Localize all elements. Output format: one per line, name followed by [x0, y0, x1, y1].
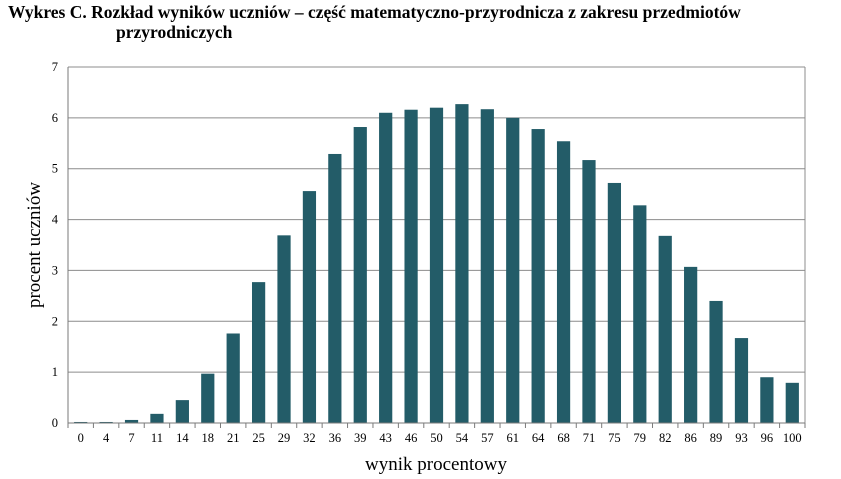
x-tick-label: 54	[456, 431, 469, 445]
x-tick-label: 32	[303, 431, 316, 445]
bar	[709, 300, 723, 423]
bar	[531, 129, 545, 423]
x-tick-label: 36	[329, 431, 342, 445]
x-tick-label: 86	[684, 431, 697, 445]
bar	[277, 235, 291, 423]
x-axis-label: wynik procentowy	[365, 454, 507, 475]
bar	[328, 153, 342, 424]
x-tick-label: 0	[78, 431, 84, 445]
bar	[684, 266, 698, 423]
x-tick-label: 18	[202, 431, 215, 445]
x-tick-label: 39	[354, 431, 367, 445]
x-tick-label: 21	[227, 431, 240, 445]
bar	[734, 338, 749, 423]
bar	[607, 182, 622, 423]
y-tick-label: 3	[52, 263, 58, 277]
bar	[353, 127, 367, 424]
bar	[404, 109, 418, 423]
x-tick-label: 93	[735, 431, 748, 445]
x-tick-label: 50	[430, 431, 443, 445]
x-tick-label: 82	[659, 431, 672, 445]
bar	[74, 421, 88, 423]
bar	[99, 421, 113, 423]
x-tick-label: 64	[532, 431, 545, 445]
x-tick-label: 11	[151, 431, 163, 445]
bar	[124, 419, 139, 423]
x-axis-tick-labels: 0 4 7 11 14 18 21 25 29 32 36 39 43 46 50 54 57 61 64 68 71 7…	[78, 431, 802, 445]
bar	[658, 235, 672, 423]
x-tick-label: 71	[583, 431, 596, 445]
bar	[201, 373, 215, 423]
x-tick-label: 43	[379, 431, 392, 445]
x-tick-label: 75	[608, 431, 621, 445]
x-tick-label: 46	[405, 431, 418, 445]
bar	[251, 282, 266, 423]
x-tick-label: 14	[176, 431, 189, 445]
x-tick-label: 29	[278, 431, 291, 445]
chart-title-line-2: przyrodniczych	[116, 22, 233, 42]
y-tick-label: 4	[52, 213, 59, 227]
x-tick-label: 79	[634, 431, 647, 445]
bar	[226, 333, 240, 423]
axes	[67, 67, 806, 428]
bar	[785, 382, 799, 423]
bar	[556, 141, 571, 423]
y-axis-tick-labels: 0 1 2 3 4 5 6 7	[52, 60, 59, 430]
x-tick-label: 61	[506, 431, 519, 445]
x-tick-label: 4	[103, 431, 110, 445]
x-tick-label: 89	[710, 431, 723, 445]
bar	[302, 191, 317, 423]
y-axis-label: procent uczniów	[24, 182, 45, 308]
chart-title: Wykres C. Rozkład wyników uczniów – częś…	[8, 2, 838, 42]
x-tick-label: 25	[252, 431, 265, 445]
gridlines	[68, 66, 806, 423]
y-tick-label: 2	[52, 314, 58, 328]
bar	[429, 107, 444, 423]
y-tick-label: 7	[52, 60, 58, 74]
x-tick-label: 100	[783, 431, 802, 445]
x-tick-label: 7	[128, 431, 134, 445]
bar	[633, 205, 647, 423]
bar	[175, 400, 189, 423]
x-tick-label: 57	[481, 431, 494, 445]
chart-title-line-1: Wykres C. Rozkład wyników uczniów – częś…	[8, 2, 741, 22]
x-tick-label: 68	[557, 431, 570, 445]
bar	[379, 112, 393, 424]
bar	[760, 377, 774, 423]
bars	[74, 104, 799, 424]
bar	[506, 117, 520, 423]
y-tick-label: 1	[52, 365, 58, 379]
x-tick-label: 96	[761, 431, 774, 445]
y-tick-label: 6	[52, 111, 58, 125]
bar	[455, 104, 469, 423]
y-tick-label: 0	[52, 416, 58, 430]
bar	[480, 109, 494, 423]
y-tick-label: 5	[52, 162, 58, 176]
bar	[582, 160, 596, 423]
bar	[150, 413, 164, 423]
